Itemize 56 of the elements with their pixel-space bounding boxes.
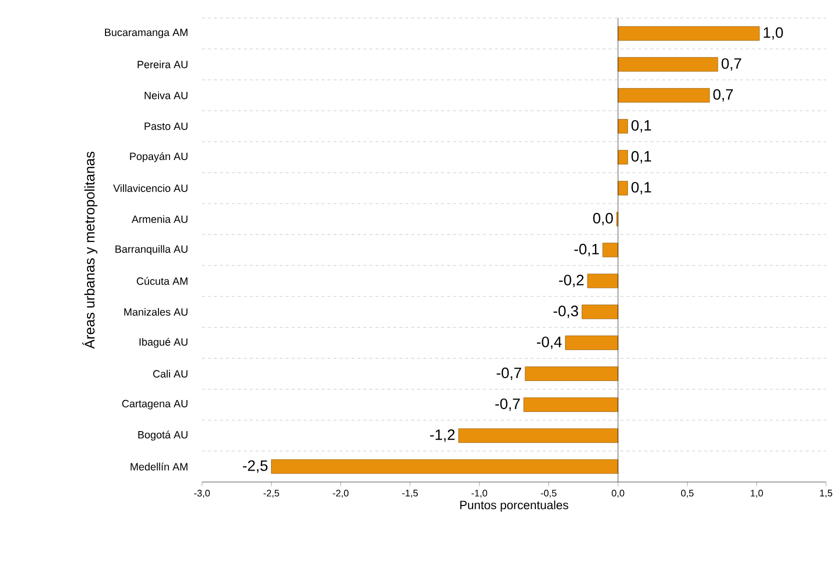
x-tick-label: -2,5 bbox=[264, 490, 280, 498]
bar bbox=[587, 274, 618, 288]
bar bbox=[582, 304, 618, 320]
y-tick-label: Ibagué AU bbox=[140, 338, 188, 348]
x-tick-label: -1,0 bbox=[472, 490, 488, 498]
bar bbox=[618, 119, 628, 134]
y-tick-label: Bucaramanga AM bbox=[105, 28, 188, 38]
data-label: -0,2 bbox=[559, 274, 584, 288]
data-label: 1,0 bbox=[764, 27, 783, 40]
x-tick-label: -1,5 bbox=[402, 490, 418, 498]
y-tick-label: Manizales AU bbox=[124, 308, 188, 316]
data-label: 0,1 bbox=[632, 182, 652, 194]
data-label: 0,7 bbox=[713, 89, 733, 102]
data-label: -0,7 bbox=[495, 398, 520, 411]
x-tick-label: -3,0 bbox=[194, 490, 210, 498]
bar bbox=[524, 366, 618, 381]
bar bbox=[618, 57, 718, 72]
y-axis-title: Áreas urbanas y metropolitanas bbox=[82, 152, 98, 349]
y-tick-label: Bogotá AU bbox=[138, 430, 188, 441]
y-tick-label: Medellín AM bbox=[130, 462, 188, 470]
x-tick-label: -2,0 bbox=[332, 490, 348, 498]
y-tick-label: Neiva AU bbox=[144, 91, 188, 100]
x-tick-label: 0,5 bbox=[681, 490, 694, 498]
data-label: -0,7 bbox=[496, 368, 522, 380]
data-label: 0,0 bbox=[593, 212, 613, 226]
y-tick-label: Pasto AU bbox=[144, 122, 188, 130]
x-tick-label: 0,0 bbox=[612, 490, 624, 498]
data-label: -1,2 bbox=[430, 429, 455, 442]
bar bbox=[271, 459, 618, 474]
y-tick-label: Armenia AU bbox=[132, 215, 188, 223]
x-tick-label: 1,5 bbox=[820, 490, 832, 498]
y-tick-label: Cali AU bbox=[153, 370, 188, 378]
y-tick-label: Popayán AU bbox=[130, 152, 188, 162]
data-label: -2,5 bbox=[242, 460, 268, 473]
x-tick-label: 1,0 bbox=[750, 490, 763, 498]
bar bbox=[618, 26, 760, 41]
y-tick-label: Cartagena AU bbox=[122, 400, 188, 410]
bar bbox=[618, 88, 710, 103]
data-label: -0,4 bbox=[536, 336, 562, 350]
x-axis-title: Puntos porcentuales bbox=[460, 500, 568, 512]
x-tick-label: -0,5 bbox=[540, 490, 556, 498]
data-label: 0,1 bbox=[632, 120, 652, 132]
y-tick-label: Barranquilla AU bbox=[116, 245, 188, 255]
data-label: -0,1 bbox=[574, 244, 599, 256]
y-tick-label: Villavicencio AU bbox=[113, 184, 188, 192]
bar bbox=[602, 242, 618, 258]
y-tick-label: Cúcuta AM bbox=[136, 277, 188, 285]
y-tick-label: Pereira AU bbox=[138, 60, 188, 68]
bar bbox=[618, 150, 628, 164]
bar bbox=[565, 336, 618, 350]
bar bbox=[524, 397, 618, 412]
data-label: 0,1 bbox=[632, 151, 652, 164]
bar bbox=[458, 428, 618, 443]
bar bbox=[618, 180, 628, 196]
data-label: -0,3 bbox=[554, 306, 578, 318]
data-label: 0,7 bbox=[722, 58, 742, 71]
